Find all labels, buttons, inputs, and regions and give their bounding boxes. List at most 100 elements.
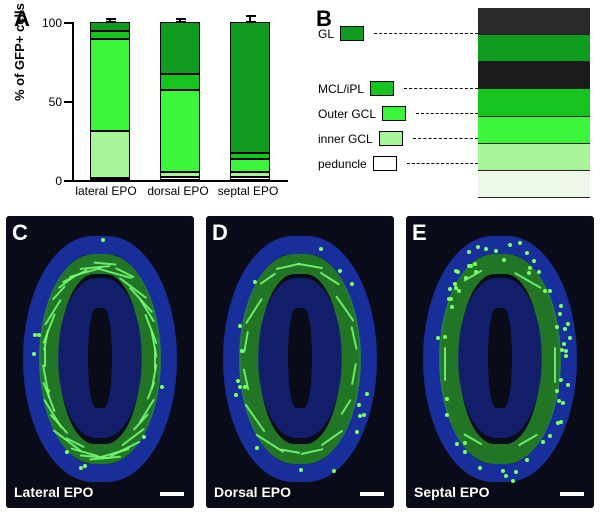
gfp-cell bbox=[319, 247, 323, 251]
legend-row-peduncle: peduncle bbox=[318, 156, 478, 171]
bar-segment bbox=[230, 177, 270, 180]
gfp-cell bbox=[358, 414, 362, 418]
scale-bar bbox=[560, 492, 584, 496]
gfp-cell bbox=[240, 349, 244, 353]
micrograph-dorsal: Dorsal EPO bbox=[206, 216, 394, 508]
gfp-cell bbox=[243, 385, 247, 389]
panel-letter-d: D bbox=[212, 220, 228, 246]
gfp-cell bbox=[564, 349, 568, 353]
gfp-cell bbox=[37, 333, 41, 337]
tissue-ring bbox=[58, 278, 142, 438]
gfp-cell bbox=[504, 474, 508, 478]
legend-row-outer: Outer GCL bbox=[318, 106, 478, 121]
gfp-cell bbox=[445, 413, 449, 417]
gfp-cell bbox=[454, 286, 458, 290]
gfp-cell bbox=[464, 276, 468, 280]
gfp-cell bbox=[474, 270, 478, 274]
gfp-cell bbox=[514, 470, 518, 474]
gfp-cell bbox=[457, 289, 461, 293]
bar-segment bbox=[230, 159, 270, 172]
stack-layer bbox=[478, 117, 590, 144]
legend-connector bbox=[374, 33, 478, 34]
image-caption-e: Septal EPO bbox=[414, 484, 489, 500]
gfp-cell bbox=[568, 336, 572, 340]
xlabel-dorsal: dorsal EPO bbox=[140, 184, 216, 198]
legend-label-gl: GL bbox=[318, 27, 334, 41]
gfp-cell bbox=[463, 441, 467, 445]
gfp-cell bbox=[543, 289, 547, 293]
legend-row-mcl: MCL/iPL bbox=[318, 81, 478, 96]
gfp-cell bbox=[445, 397, 449, 401]
bar-segment bbox=[160, 177, 200, 180]
ylabel-0: 0 bbox=[36, 174, 62, 188]
gfp-cell bbox=[558, 312, 562, 316]
chart-area bbox=[72, 22, 288, 180]
legend-swatch-outer bbox=[382, 106, 406, 121]
gfp-fiber bbox=[444, 347, 446, 381]
bar-segment bbox=[90, 22, 130, 31]
gfp-cell bbox=[502, 258, 506, 262]
gfp-cell bbox=[455, 442, 459, 446]
x-axis bbox=[72, 180, 288, 182]
gfp-cell bbox=[476, 245, 480, 249]
stack-layer bbox=[478, 8, 590, 35]
gfp-cell bbox=[566, 322, 570, 326]
gfp-cell bbox=[473, 262, 477, 266]
gfp-cell bbox=[332, 469, 336, 473]
bar-segment bbox=[160, 172, 200, 177]
legend-label-mcl: MCL/iPL bbox=[318, 82, 364, 96]
legend-swatch-mcl bbox=[370, 81, 394, 96]
stack-layer bbox=[478, 89, 590, 116]
bar-segment bbox=[230, 172, 270, 177]
bar-septal bbox=[230, 22, 270, 180]
bar-segment bbox=[90, 31, 130, 39]
layer-stack-image bbox=[478, 8, 590, 198]
bar-segment bbox=[90, 39, 130, 131]
micrograph-septal: Septal EPO bbox=[406, 216, 594, 508]
bar-segment bbox=[230, 153, 270, 159]
gfp-cell bbox=[448, 287, 452, 291]
legend-label-peduncle: peduncle bbox=[318, 157, 367, 171]
legend-label-outer: Outer GCL bbox=[318, 107, 376, 121]
gfp-cell bbox=[518, 241, 522, 245]
gfp-cell bbox=[560, 348, 564, 352]
gfp-cell bbox=[548, 289, 552, 293]
gfp-cell bbox=[450, 305, 454, 309]
legend-row-inner: inner GCL bbox=[318, 131, 478, 146]
gfp-cell bbox=[447, 297, 451, 301]
legend-swatch-peduncle bbox=[373, 156, 397, 171]
gfp-cell bbox=[511, 479, 515, 483]
y-axis-title: % of GFP+ cells bbox=[12, 3, 27, 101]
image-caption-d: Dorsal EPO bbox=[214, 484, 291, 500]
ylabel-100: 100 bbox=[36, 16, 62, 30]
gfp-cell bbox=[525, 458, 529, 462]
gfp-cell bbox=[525, 251, 529, 255]
legend-connector bbox=[407, 163, 478, 164]
panel-letter-c: C bbox=[12, 220, 28, 246]
gfp-cell bbox=[469, 264, 473, 268]
gfp-cell bbox=[46, 389, 50, 393]
legend-swatch-gl bbox=[340, 26, 364, 41]
panel-b: B GL MCL/iPL Outer GCL inner GCL peduncl… bbox=[316, 6, 592, 202]
gfp-cell bbox=[142, 435, 146, 439]
gfp-cell bbox=[234, 393, 238, 397]
tissue-ring bbox=[258, 278, 342, 438]
gfp-fiber bbox=[554, 347, 556, 383]
bar-segment bbox=[160, 90, 200, 172]
legend-connector bbox=[416, 113, 478, 114]
gfp-cell bbox=[365, 392, 369, 396]
bar-segment bbox=[160, 22, 200, 74]
scale-bar bbox=[160, 492, 184, 496]
legend-connector bbox=[404, 88, 478, 89]
ytick-0 bbox=[64, 180, 72, 182]
bar-lateral bbox=[90, 22, 130, 180]
image-caption-c: Lateral EPO bbox=[14, 484, 93, 500]
legend-connector bbox=[413, 138, 478, 139]
gfp-cell bbox=[160, 385, 164, 389]
tissue-ring bbox=[458, 278, 542, 438]
stack-layer bbox=[478, 144, 590, 171]
gfp-cell bbox=[532, 259, 536, 263]
bar-segment bbox=[90, 178, 130, 180]
legend-row-gl: GL bbox=[318, 26, 478, 41]
scale-bar bbox=[360, 492, 384, 496]
